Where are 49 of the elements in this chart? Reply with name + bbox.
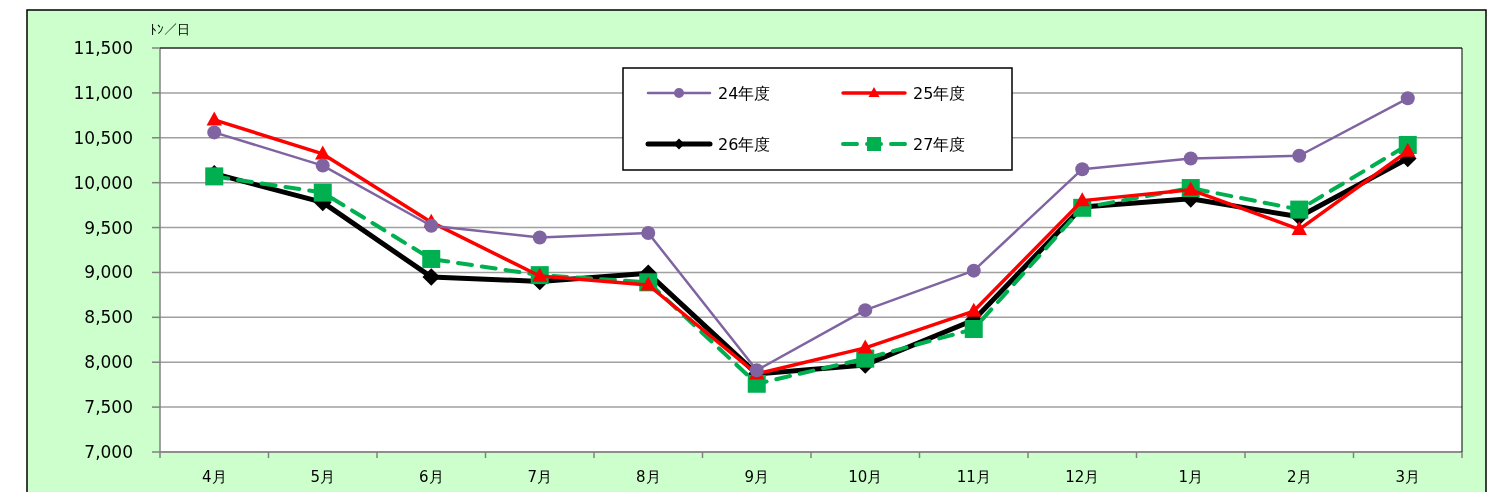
point xyxy=(1074,192,1090,207)
y-tick-label: 9,500 xyxy=(84,217,133,238)
point xyxy=(857,339,873,354)
legend-label: 27年度 xyxy=(913,135,966,154)
x-tick-label: 1月 xyxy=(1178,468,1204,486)
y-tick-label: 11,500 xyxy=(73,38,133,58)
y-tick-label: 10,000 xyxy=(73,172,133,193)
point xyxy=(1075,162,1090,177)
y-tick-label: 7,000 xyxy=(84,442,133,462)
point xyxy=(1400,142,1416,157)
point xyxy=(1291,220,1307,235)
x-tick-label: 4月 xyxy=(201,468,227,486)
legend-label: 24年度 xyxy=(718,84,771,103)
x-tick-label: 6月 xyxy=(418,468,444,486)
legend-label: 26年度 xyxy=(718,135,771,154)
x-tick-label: 12月 xyxy=(1065,468,1100,486)
y-tick-label: 7,500 xyxy=(84,397,133,418)
point xyxy=(313,183,332,202)
point xyxy=(207,125,222,140)
point xyxy=(858,303,873,318)
x-tick-label: 7月 xyxy=(527,468,553,486)
x-tick-label: 11月 xyxy=(956,468,991,486)
x-tick-label: 5月 xyxy=(310,468,336,486)
point xyxy=(315,145,331,160)
x-tick-label: 3月 xyxy=(1395,468,1421,486)
point xyxy=(422,249,441,268)
point xyxy=(1292,148,1307,163)
point xyxy=(532,230,547,245)
y-tick-label: 8,000 xyxy=(84,352,133,373)
y-tick-label: 10,500 xyxy=(73,127,133,148)
x-tick-label: 2月 xyxy=(1286,468,1312,486)
y-tick-label: 11,000 xyxy=(73,82,133,103)
legend-label: 25年度 xyxy=(913,84,966,103)
point xyxy=(206,111,222,126)
y-tick-label: 9,000 xyxy=(84,262,133,283)
point xyxy=(966,302,982,317)
point xyxy=(966,263,981,278)
y-tick-label: 8,500 xyxy=(84,307,133,328)
x-tick-label: 8月 xyxy=(635,468,661,486)
x-tick-label: 9月 xyxy=(744,468,770,486)
point xyxy=(315,158,330,173)
x-tick-label: 10月 xyxy=(848,468,883,486)
point xyxy=(1183,151,1198,166)
point xyxy=(1290,200,1309,219)
point xyxy=(1400,91,1415,106)
point xyxy=(424,218,439,233)
y-axis-title: ﾄﾝ／日 xyxy=(150,22,190,37)
point xyxy=(641,225,656,240)
point xyxy=(964,320,983,338)
